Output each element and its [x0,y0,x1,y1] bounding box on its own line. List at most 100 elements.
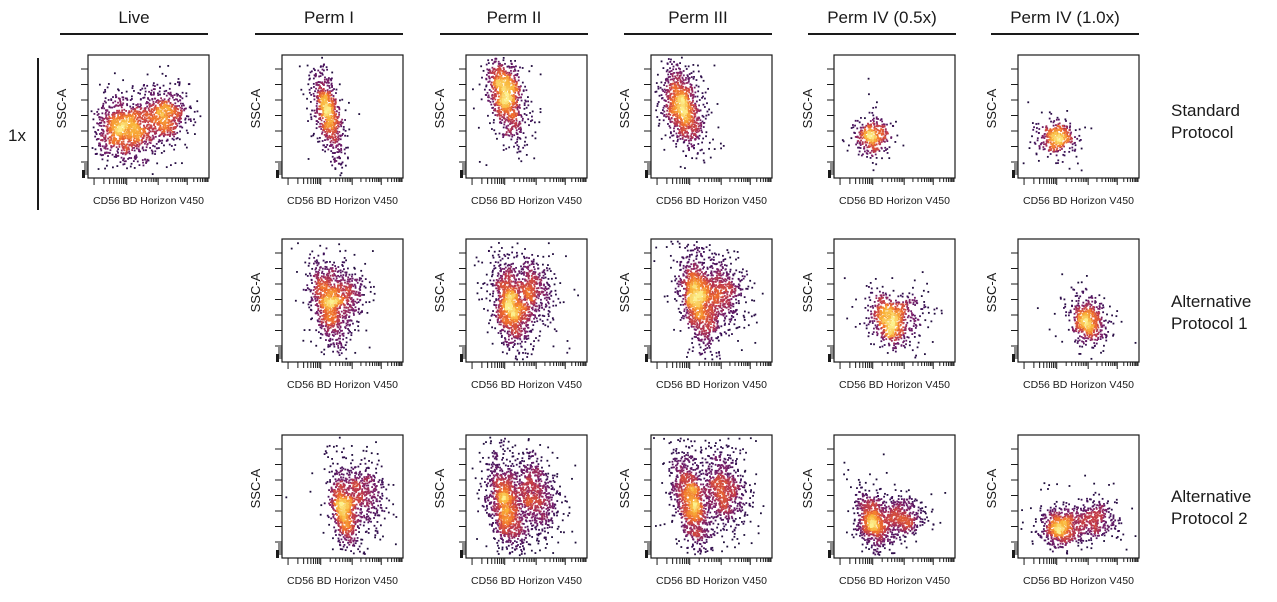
event-dot [695,135,697,138]
event-dot [321,131,324,134]
event-dot [115,112,118,114]
event-dot [672,72,674,75]
event-dot [123,130,126,133]
event-dot [674,120,677,122]
event-dot [147,98,150,100]
event-dot [489,122,491,125]
event-dot [348,101,350,104]
event-dot [693,132,696,135]
event-dot [876,101,878,104]
event-dot [877,118,879,120]
event-dot [111,153,114,156]
event-dot [708,141,711,144]
event-dot [132,124,135,127]
event-dot [694,107,697,110]
event-dot [502,144,505,147]
event-dot [133,107,136,110]
event-dot [313,98,316,101]
event-dot [167,100,170,103]
event-dot [1059,149,1061,151]
event-dot [491,94,493,97]
event-dot [511,86,514,89]
event-dot [486,68,489,71]
event-dot [501,70,504,73]
event-dot [865,144,868,147]
event-dot [512,109,515,112]
event-dot [695,131,698,134]
event-dot [100,116,102,119]
event-dot [333,157,336,160]
event-dot [505,125,508,128]
event-dot [341,166,344,169]
event-dot [514,73,517,76]
event-dot [98,118,101,121]
event-dot [333,88,335,90]
event-dot [318,117,321,120]
event-dot [130,98,133,100]
event-dot [151,152,154,155]
event-dot [325,103,328,106]
event-dot [170,145,173,147]
event-dot [144,130,147,133]
event-dot [521,81,524,84]
event-dot [125,130,128,133]
event-dot [699,109,702,112]
event-dot [335,118,338,121]
event-dot [154,132,156,134]
event-dot [329,144,332,147]
event-dot [516,74,519,77]
event-dot [106,86,109,89]
event-dot [1041,134,1044,137]
event-dot [497,75,500,78]
event-dot [317,98,320,100]
event-dot [1042,146,1045,148]
event-dot [106,127,109,130]
event-dot [872,135,874,137]
event-dot [128,148,130,151]
event-dot [123,163,126,165]
event-dot [142,136,145,139]
event-dot [326,136,329,139]
event-dot [144,114,147,117]
event-dot [1055,154,1058,157]
event-dot [314,112,317,114]
event-dot [505,95,508,98]
event-dot [665,89,667,92]
event-dot [690,139,692,142]
event-dot [177,119,179,121]
event-dot [509,82,511,85]
event-dot [113,142,116,145]
event-dot [130,107,133,110]
event-dot [175,122,178,125]
event-dot [510,106,512,109]
event-dot [317,140,319,143]
event-dot [514,142,517,144]
event-dot [695,109,698,111]
event-dot [697,90,700,93]
event-dot [121,109,124,112]
event-dot [491,70,494,73]
event-dot [109,117,112,120]
event-dot [318,75,321,78]
event-dot [319,91,321,94]
event-dot [332,146,335,149]
event-dot [331,152,334,154]
event-dot [696,129,698,132]
event-dot [507,128,510,131]
event-dot [1027,101,1030,104]
event-dot [511,80,514,83]
y-axis-ticks [1011,68,1018,178]
event-dot [519,85,522,88]
event-dot [170,120,172,123]
event-dot [178,104,180,107]
event-dot [169,131,172,134]
event-dot [98,124,101,127]
event-dot [150,117,153,120]
event-dot [324,123,327,126]
event-dot [701,131,704,134]
event-dot [698,134,701,137]
event-dot [693,134,695,137]
event-dot [155,101,157,104]
event-dot [507,134,510,137]
event-dot [693,105,695,108]
